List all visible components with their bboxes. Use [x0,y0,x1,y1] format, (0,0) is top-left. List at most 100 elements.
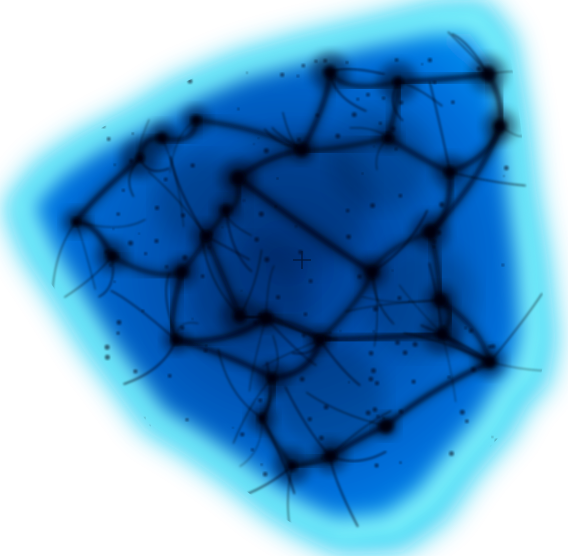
cluster-node [449,451,454,457]
cluster-node [103,114,109,120]
cluster-node [444,166,456,178]
cluster-node [320,457,323,460]
cluster-node [106,137,111,141]
cluster-node [422,224,438,240]
cluster-node [329,331,332,334]
cluster-node [314,59,318,63]
cluster-node [370,203,375,209]
cluster-node [154,238,159,244]
cluster-node [323,59,327,63]
cluster-node [348,381,350,384]
cluster-node [113,163,116,166]
cluster-node [104,344,110,350]
cluster-node [185,418,189,422]
cluster-node [451,100,455,104]
cluster-node [373,145,375,148]
cluster-node [250,448,254,452]
cluster-node [436,230,442,235]
cluster-node [276,177,279,180]
cluster-node [286,460,298,472]
cluster-node [323,65,337,79]
cluster-node [144,252,148,256]
cluster-node [439,202,445,208]
cluster-node [267,373,277,383]
cluster-node [257,413,267,423]
cluster-node [346,234,351,240]
cluster-node [280,72,285,77]
cluster-node [471,367,476,372]
cluster-node [392,76,404,88]
cluster-node [260,463,263,466]
cluster-node [242,199,246,202]
cluster-node [308,279,313,283]
cluster-node [263,148,269,154]
cluster-node [322,448,338,464]
cluster-node [301,333,306,338]
cluster-node [395,340,400,345]
cluster-node [372,330,375,333]
cluster-node [138,232,141,235]
cluster-node [378,121,382,125]
cluster-node [297,137,301,142]
cluster-node [152,478,156,482]
cluster-node [373,306,378,312]
cluster-node [382,96,386,100]
cluster-node [191,115,201,125]
cluster-node [296,74,300,78]
cluster-node [495,124,500,128]
cluster-node [319,435,324,441]
cluster-node [237,107,240,111]
cluster-node [276,295,281,300]
cluster-node [165,265,169,269]
cluster-node [374,381,380,386]
cluster-node [171,335,181,345]
cluster-node [71,217,81,227]
cluster-node [175,265,189,279]
cluster-node [372,407,378,412]
cluster-node [232,308,248,324]
cluster-node [116,331,120,335]
cluster-node [221,226,224,229]
cluster-node [433,80,437,85]
cluster-node [307,417,312,422]
cluster-node [181,213,186,218]
cluster-node [230,170,246,186]
cluster-node [104,354,110,360]
cluster-node [330,110,430,210]
cluster-node [315,113,319,117]
cluster-node [459,409,465,415]
cluster-node [368,376,374,382]
cluster-node [374,463,379,468]
cluster-node [368,350,374,356]
cluster-node [129,159,134,163]
cluster-node [253,320,259,326]
cluster-node [433,240,436,243]
cluster-node [443,325,445,328]
cluster-node [378,418,394,434]
cluster-node [408,300,411,302]
cluster-node [326,336,331,342]
cluster-node [167,374,172,378]
cluster-node [128,240,134,246]
cluster-node [432,292,448,308]
cluster-node [117,256,119,258]
cluster-node [207,246,211,250]
cluster-node [274,205,277,208]
cluster-node [402,350,408,356]
cluster-node [488,345,492,349]
cluster-node [427,57,433,63]
cluster-node [345,208,350,213]
cluster-node [203,348,208,353]
cluster-node [491,344,496,349]
cluster-node [116,320,122,325]
cluster-node [254,237,259,242]
cluster-node [421,63,424,66]
cluster-node [294,225,298,228]
crosshair-icon [293,251,311,269]
cluster-node [299,376,305,382]
cluster-node [130,71,134,75]
cluster-node [182,255,188,261]
cluster-node [133,369,138,374]
